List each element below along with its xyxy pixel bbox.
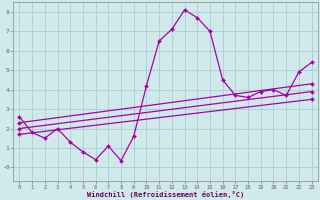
X-axis label: Windchill (Refroidissement éolien,°C): Windchill (Refroidissement éolien,°C) [87, 191, 244, 198]
